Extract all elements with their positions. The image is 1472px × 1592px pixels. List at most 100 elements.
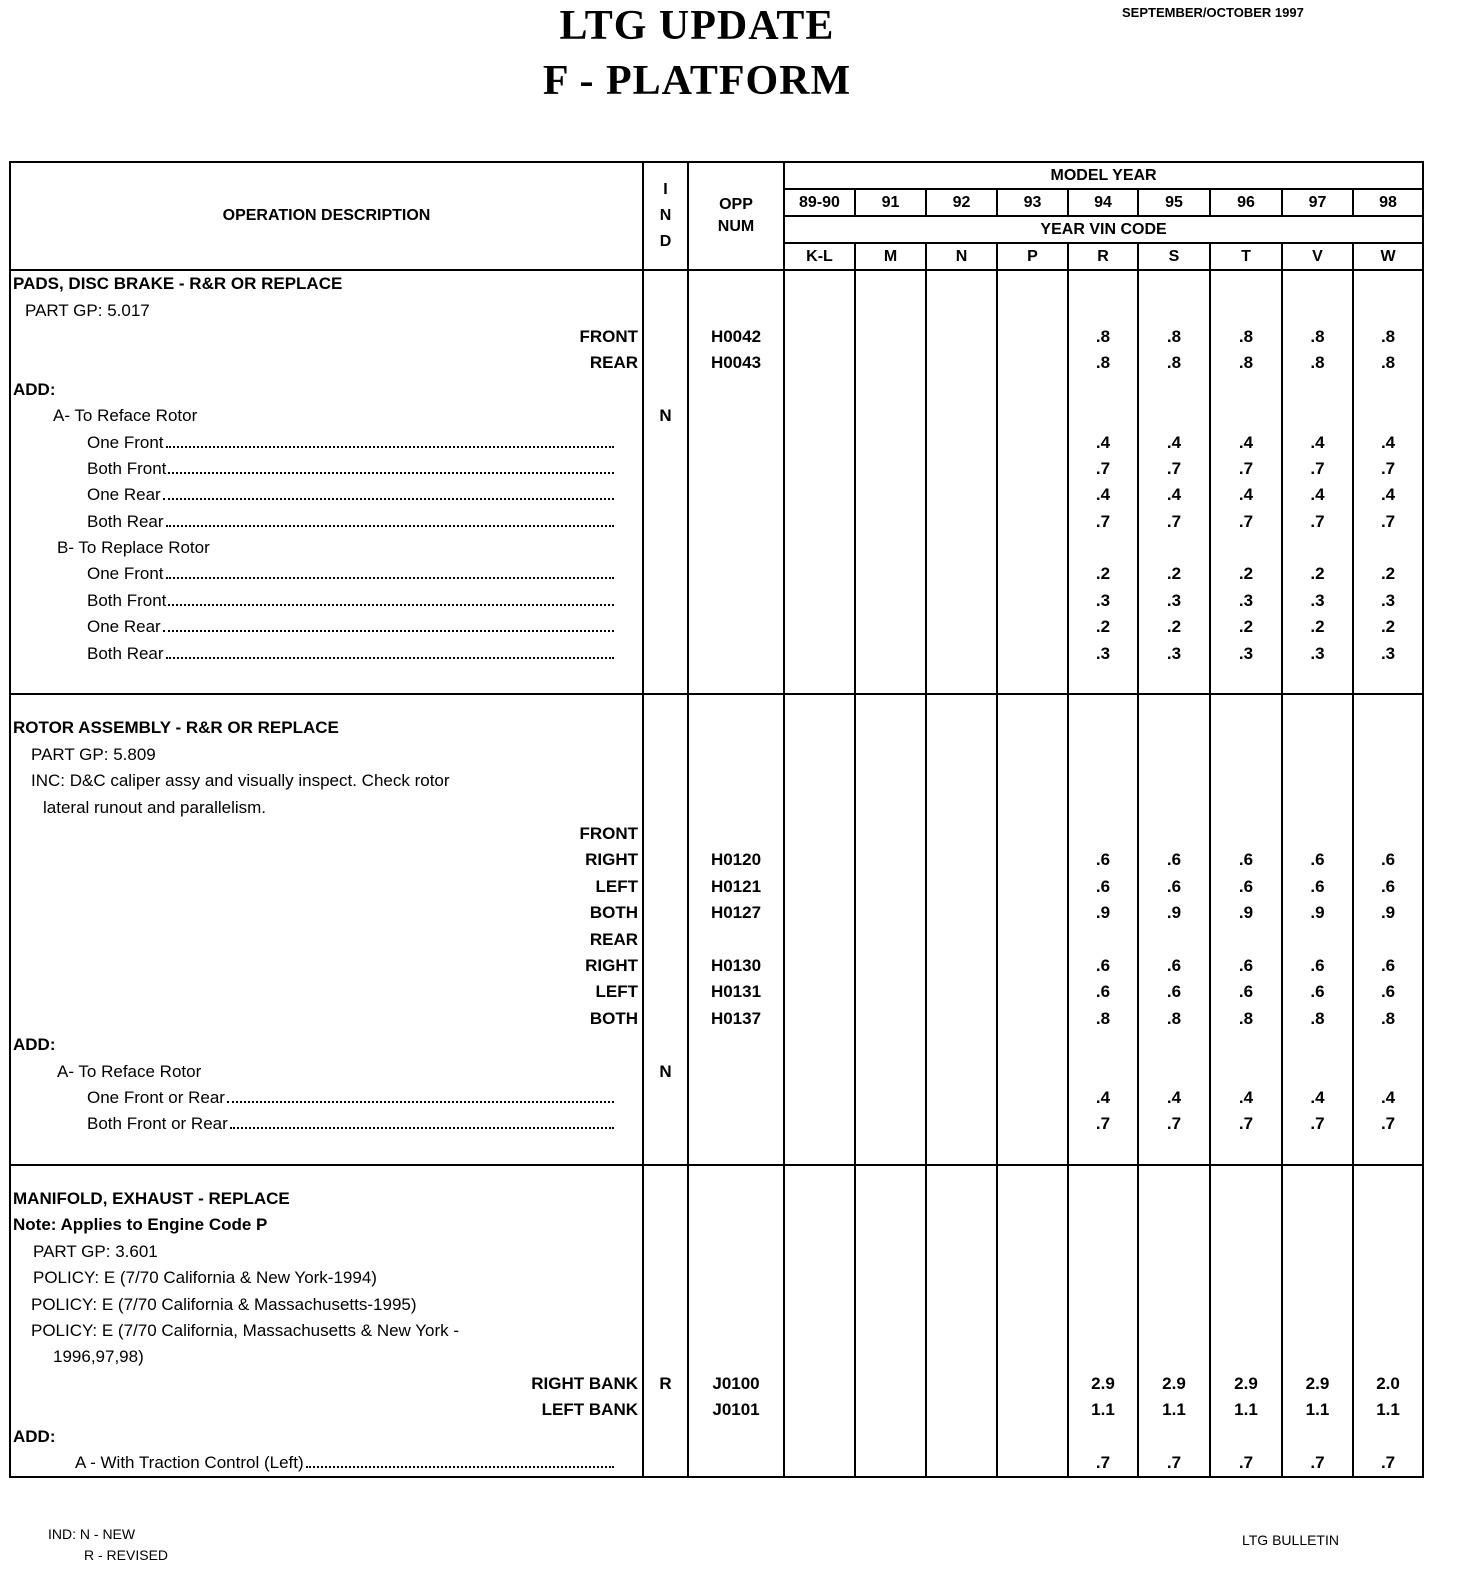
bulletin-label: LTG BULLETIN [1242, 1532, 1339, 1548]
labor-time-value [996, 402, 1069, 430]
labor-time-value: .7 [1281, 1449, 1354, 1478]
table-row: PADS, DISC BRAKE - R&R OR REPLACE [9, 270, 1425, 298]
labor-time-value [1209, 1137, 1283, 1165]
labor-time-value [996, 561, 1069, 588]
opp-number [687, 715, 785, 742]
title-line-2: F - PLATFORM [542, 58, 852, 104]
labor-time-value [1137, 1291, 1211, 1318]
ind-code [642, 1291, 689, 1318]
labor-time-value: .6 [1351, 847, 1425, 874]
labor-time-value [1281, 926, 1354, 953]
labor-time-value [1209, 1423, 1283, 1450]
labor-time-value [854, 666, 927, 695]
labor-time-value [854, 376, 927, 403]
empty-cell [1209, 693, 1283, 716]
labor-time-value: 2.9 [1281, 1370, 1354, 1398]
ind-code [642, 768, 689, 795]
ind-code [642, 794, 689, 821]
empty-cell [687, 1163, 785, 1186]
labor-time-value [925, 640, 998, 667]
labor-time-value [996, 1397, 1069, 1424]
opp-number [687, 270, 785, 298]
labor-time-value [1351, 1423, 1425, 1450]
labor-time-value [783, 482, 856, 509]
header-vin: T [1209, 243, 1283, 271]
labor-time-value: .9 [1281, 899, 1354, 927]
operation-description: lateral runout and parallelism. [9, 794, 644, 821]
labor-time-value [925, 587, 998, 615]
labor-time-value [854, 899, 927, 927]
labor-time-value [783, 741, 856, 769]
operation-description: Note: Applies to Engine Code P [9, 1212, 644, 1239]
labor-time-value [1137, 820, 1211, 848]
labor-time-value: .4 [1209, 1084, 1283, 1112]
labor-time-value: .2 [1281, 614, 1354, 641]
labor-time-value [1351, 794, 1425, 821]
labor-time-value [854, 614, 927, 641]
labor-time-value [925, 1265, 998, 1292]
ind-code [642, 1238, 689, 1266]
labor-time-value [1209, 1058, 1283, 1085]
labor-time-value [1281, 741, 1354, 769]
labor-time-value [996, 1111, 1069, 1138]
labor-time-value [925, 926, 998, 953]
issue-date: SEPTEMBER/OCTOBER 1997 [1122, 5, 1304, 20]
labor-time-value [1281, 1265, 1354, 1292]
empty-cell [1067, 1163, 1139, 1186]
operation-description: REAR [9, 926, 644, 953]
labor-time-value [1137, 666, 1211, 695]
labor-time-value: .4 [1281, 482, 1354, 509]
operation-description: One Front [9, 561, 644, 588]
labor-time-value [783, 323, 856, 351]
labor-time-value: .4 [1137, 482, 1211, 509]
labor-time-value [783, 666, 856, 695]
labor-time-value [1067, 1137, 1139, 1165]
labor-time-value [925, 270, 998, 298]
labor-time-value [1351, 926, 1425, 953]
labor-time-value [783, 1344, 856, 1371]
labor-time-value [1137, 1265, 1211, 1292]
labor-time-value [1351, 1185, 1425, 1213]
ind-code [642, 429, 689, 456]
leader-line: One Rear [87, 484, 641, 506]
labor-time-value: .6 [1209, 952, 1283, 980]
labor-time-value [925, 1238, 998, 1266]
table-row: RIGHT H0120.6.6.6.6.6 [9, 847, 1425, 874]
labor-time-value [1209, 926, 1283, 953]
labor-time-value [783, 1370, 856, 1398]
leader-line: Both Rear [87, 643, 641, 665]
labor-time-value [783, 979, 856, 1006]
labor-time-value: .6 [1281, 979, 1354, 1006]
opp-number [687, 508, 785, 535]
table-row: ADD: [9, 376, 1425, 403]
labor-time-value [1067, 1238, 1139, 1266]
labor-time-value [1351, 1058, 1425, 1085]
labor-time-value [1351, 534, 1425, 562]
labor-time-value [1137, 1317, 1211, 1345]
labor-time-value [1281, 1291, 1354, 1318]
labor-time-value: .6 [1137, 979, 1211, 1006]
labor-time-value [1067, 1058, 1139, 1085]
labor-time-value [854, 1212, 927, 1239]
operation-description: BOTH [9, 899, 644, 927]
labor-time-value [996, 1423, 1069, 1450]
ind-code [642, 508, 689, 535]
labor-time-value [1209, 1291, 1283, 1318]
labor-time-value: .7 [1209, 455, 1283, 483]
operation-description: BOTH [9, 1005, 644, 1032]
labor-time-value: .4 [1067, 482, 1139, 509]
labor-time-value [1351, 1265, 1425, 1292]
ind-code [642, 376, 689, 403]
labor-time-value [854, 508, 927, 535]
labor-time-value [1209, 741, 1283, 769]
labor-time-value [1137, 297, 1211, 324]
table-row: A - With Traction Control (Left) .7.7.7.7… [9, 1449, 1425, 1478]
labor-time-value [1137, 1058, 1211, 1085]
operation-description: ADD: [9, 376, 644, 403]
labor-time-value [783, 1423, 856, 1450]
labor-time-value: .4 [1209, 429, 1283, 456]
ind-code [642, 323, 689, 351]
empty-cell [996, 693, 1069, 716]
labor-time-value: .2 [1137, 614, 1211, 641]
